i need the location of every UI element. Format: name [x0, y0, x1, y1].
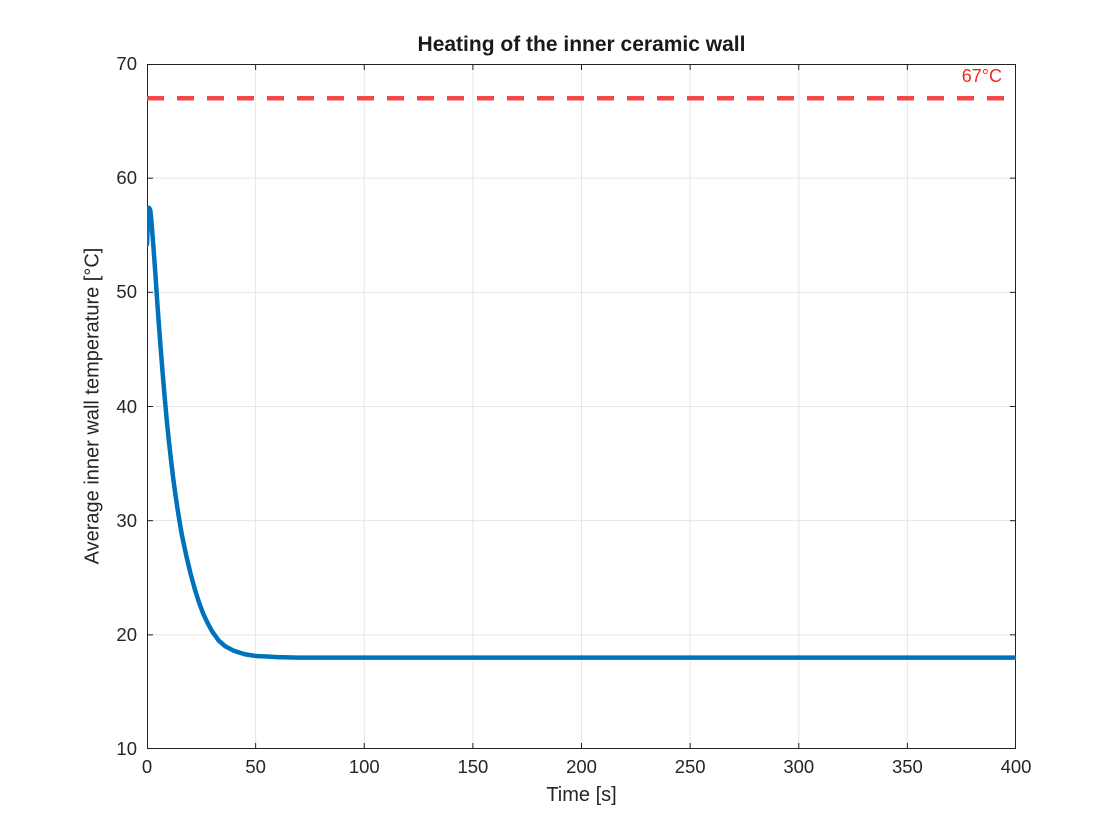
plot-area: [147, 64, 1016, 749]
x-tick-label: 400: [1000, 756, 1032, 777]
y-tick-label: 10: [116, 738, 137, 759]
y-tick-label: 50: [116, 281, 137, 303]
y-tick-label: 60: [116, 167, 137, 189]
y-tick-label: 40: [116, 395, 137, 417]
chart-title: Heating of the inner ceramic wall: [417, 33, 746, 56]
x-tick-label: 150: [457, 756, 489, 777]
x-tick-label: 250: [674, 756, 706, 777]
x-tick-label: 200: [566, 756, 597, 777]
x-tick-label: 0: [141, 756, 153, 777]
y-tick-label: 70: [116, 53, 137, 74]
x-axis-label: Time [s]: [546, 784, 617, 806]
x-tick-label: 50: [245, 756, 266, 777]
threshold-annotation: 67°C: [961, 66, 1002, 86]
y-tick-label: 20: [116, 623, 137, 645]
x-tick-label: 100: [348, 756, 380, 777]
x-tick-label: 350: [891, 756, 923, 777]
temperature-curve: [147, 205, 1016, 660]
y-tick-label: 30: [116, 509, 137, 531]
x-tick-label: 300: [783, 756, 815, 777]
